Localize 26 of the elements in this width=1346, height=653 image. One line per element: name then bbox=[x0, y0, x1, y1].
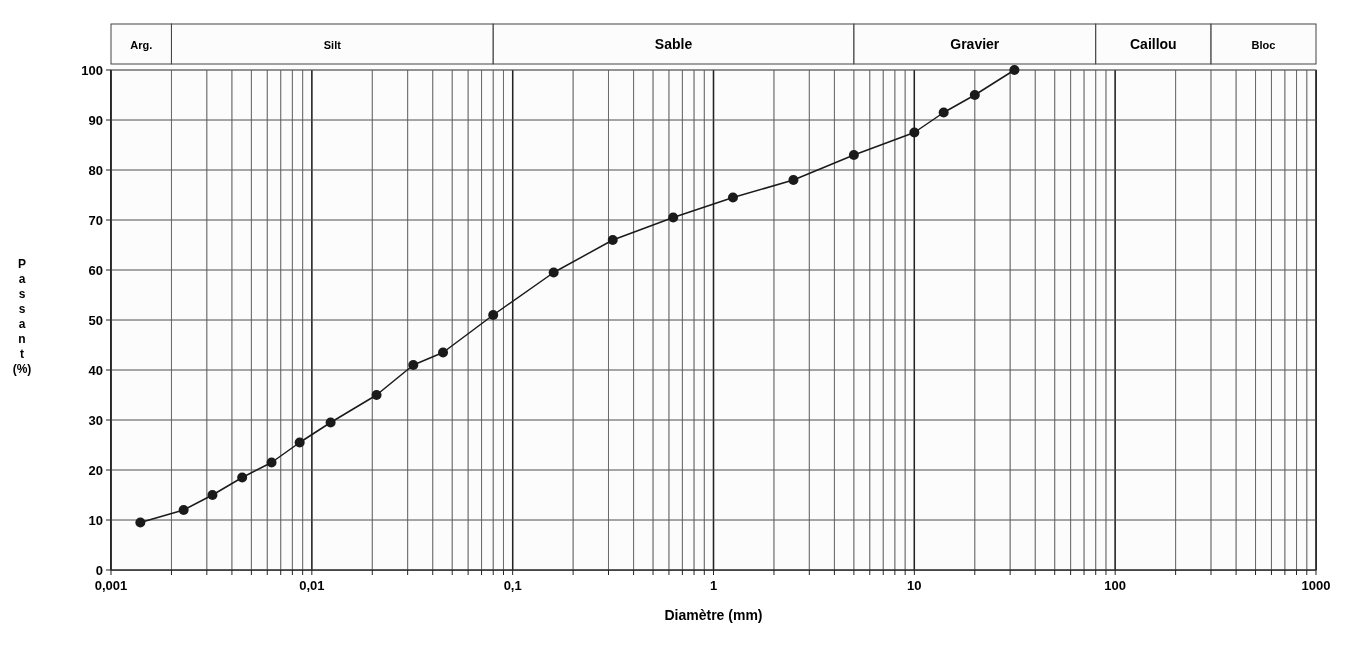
y-tick-label: 60 bbox=[88, 263, 103, 278]
band-label: Caillou bbox=[1130, 36, 1177, 52]
y-tick-label: 20 bbox=[88, 463, 103, 478]
band-label: Sable bbox=[654, 36, 693, 52]
x-tick-label: 1 bbox=[709, 578, 718, 593]
x-tick-label: 0,01 bbox=[299, 578, 325, 593]
band-label: Silt bbox=[323, 39, 342, 51]
x-tick-label: 0,001 bbox=[94, 578, 128, 593]
x-tick-label: 10 bbox=[907, 578, 922, 593]
y-axis-title: Passant (%) bbox=[12, 257, 32, 376]
y-tick-label: 0 bbox=[95, 563, 103, 578]
band-label: Bloc bbox=[1251, 39, 1276, 51]
y-tick-label: 50 bbox=[88, 313, 103, 328]
x-tick-label: 100 bbox=[1104, 578, 1127, 593]
y-tick-label: 30 bbox=[88, 413, 103, 428]
y-tick-label: 40 bbox=[88, 363, 103, 378]
y-tick-label: 70 bbox=[88, 213, 103, 228]
band-label: Gravier bbox=[950, 36, 1000, 52]
x-axis-title: Diamètre (mm) bbox=[664, 607, 763, 623]
band-label: Arg. bbox=[130, 39, 153, 51]
y-tick-label: 80 bbox=[88, 163, 103, 178]
y-tick-label: 100 bbox=[81, 63, 103, 78]
y-tick-label: 90 bbox=[88, 113, 103, 128]
x-tick-label: 1000 bbox=[1301, 578, 1331, 593]
y-tick-label: 10 bbox=[88, 513, 103, 528]
x-tick-label: 0,1 bbox=[503, 578, 522, 593]
